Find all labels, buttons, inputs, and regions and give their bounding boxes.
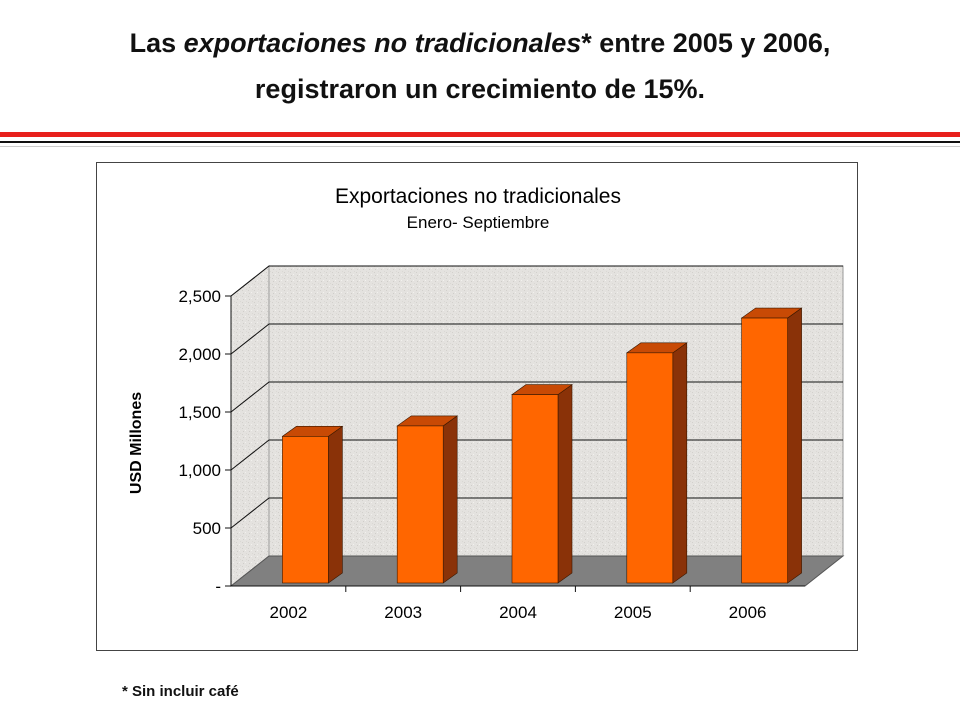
- footnote: * Sin incluir café: [122, 683, 239, 700]
- bar-front: [282, 436, 329, 584]
- y-tick-label: 2,500: [178, 287, 221, 306]
- y-tick-label: 1,500: [178, 403, 221, 422]
- bar: [625, 342, 688, 584]
- x-tick-label: 2005: [614, 603, 652, 622]
- slide-title: Las exportaciones no tradicionales* entr…: [0, 20, 960, 112]
- y-tick-label: 1,000: [178, 461, 221, 480]
- bar-side: [557, 384, 573, 584]
- accent-rule-red: [0, 132, 960, 137]
- title-prefix: Las: [129, 28, 184, 58]
- bar-side: [787, 307, 802, 584]
- x-tick-label: 2003: [384, 603, 422, 622]
- y-tick-label: -: [215, 577, 221, 596]
- chart-subtitle: Enero- Septiembre: [407, 213, 550, 232]
- gridline: [230, 323, 843, 355]
- accent-rule-black: [0, 141, 960, 143]
- slide-title-line-2: registraron un crecimiento de 15%.: [254, 74, 706, 104]
- title-italic: exportaciones no tradicionales: [183, 28, 582, 58]
- bar-side: [672, 342, 688, 584]
- x-axis: 2002 2003 2004 2005 2006: [231, 585, 805, 622]
- gridline: [230, 265, 843, 297]
- bar: [511, 384, 573, 584]
- side-wall: [230, 264, 270, 588]
- bar-front: [511, 394, 559, 584]
- bar-front: [741, 317, 788, 584]
- bar: [396, 415, 459, 584]
- bar: [740, 307, 803, 584]
- bar-side: [328, 425, 343, 584]
- accent-rule-grey: [0, 146, 960, 147]
- bar-side: [442, 415, 458, 584]
- slide-title-line-1: Las exportaciones no tradicionales* entr…: [0, 20, 960, 66]
- y-tick-label: 2,000: [178, 345, 221, 364]
- x-tick-label: 2002: [269, 603, 307, 622]
- x-tick-label: 2004: [499, 603, 537, 622]
- bar-front: [396, 425, 444, 584]
- y-axis: - 500 1,000 1,500 2,000 2,500: [178, 287, 232, 596]
- title-suffix: * entre 2005 y 2006,: [581, 28, 831, 58]
- bar: [281, 425, 344, 584]
- bars: [281, 307, 803, 584]
- chart-title: Exportaciones no tradicionales: [335, 185, 621, 208]
- chart-frame: -500 1,000 1,500 2,000 2,500 2002 2003 2004 200…: [96, 162, 858, 651]
- x-tick-label: 2006: [729, 603, 767, 622]
- y-axis-label: USD Millones: [128, 392, 145, 494]
- y-tick-label: 500: [193, 519, 221, 538]
- bar-front: [626, 352, 674, 584]
